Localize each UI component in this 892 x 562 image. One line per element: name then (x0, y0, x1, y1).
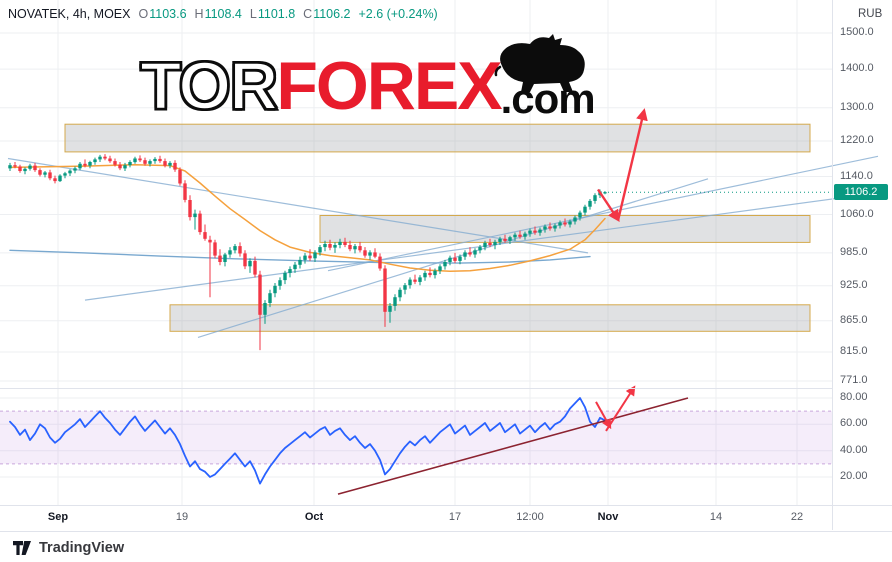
price-tick-label: 815.0 (840, 345, 868, 357)
tradingview-logo[interactable]: TradingView (12, 540, 124, 556)
time-tick-label: 12:00 (516, 511, 544, 523)
high-field: H 1108.4 (195, 7, 242, 21)
high-value: 1108.4 (204, 7, 242, 21)
change-value: +2.6 (+0.24%) (358, 7, 438, 21)
time-tick-label: 17 (448, 511, 462, 523)
close-field: C 1106.2 (303, 7, 350, 21)
last-price-badge: 1106.2 (834, 184, 888, 200)
close-value: 1106.2 (313, 7, 351, 21)
currency-label: RUB (858, 8, 883, 20)
footer-bar: TradingView (0, 531, 892, 562)
price-tick-label: 771.0 (840, 374, 868, 386)
watermark-tor: TOR (139, 48, 280, 124)
time-tick-label: 14 (709, 511, 723, 523)
price-tick-label: 1500.0 (840, 26, 874, 38)
symbol-title[interactable]: NOVATEK, 4h, MOEX (8, 7, 131, 21)
time-tick-label: Oct (304, 511, 324, 523)
watermark-logo: TOR FOREX .com (139, 48, 596, 124)
price-tick-label: 1220.0 (840, 134, 874, 146)
high-label: H (194, 7, 204, 21)
open-label: O (138, 7, 149, 21)
time-tick-label: 19 (175, 511, 189, 523)
time-tick-label: Nov (597, 511, 619, 523)
tradingview-label: TradingView (39, 539, 125, 556)
open-value: 1103.6 (149, 7, 187, 21)
close-label: C (303, 7, 313, 21)
watermark-com: .com (500, 75, 596, 122)
price-tick-label: 925.0 (840, 279, 868, 291)
watermark-forex: FOREX (276, 48, 502, 124)
indicator-tick-label: 40.00 (840, 444, 868, 456)
tradingview-icon (13, 540, 31, 555)
price-tick-label: 1140.0 (840, 170, 873, 182)
bull-icon (494, 34, 585, 92)
indicator-tick-label: 60.00 (840, 417, 868, 429)
price-tick-label: 865.0 (840, 314, 868, 326)
indicator-tick-label: 80.00 (840, 391, 868, 403)
time-tick-label: Sep (47, 511, 69, 523)
symbol-header: NOVATEK, 4h, MOEX O 1103.6 H 1108.4 L 1101.… (8, 7, 438, 21)
price-tick-label: 985.0 (840, 246, 868, 258)
time-axis[interactable]: Sep 19 Oct 17 12:00 Nov 14 22 (0, 505, 832, 531)
low-value: 1101.8 (257, 7, 296, 21)
indicator-tick-label: 20.00 (840, 470, 868, 482)
low-label: L (249, 7, 257, 21)
low-field: L 1101.8 (250, 7, 295, 21)
open-field: O 1103.6 (139, 7, 187, 21)
price-tick-label: 1060.0 (840, 208, 874, 220)
price-tick-label: 1400.0 (840, 62, 874, 74)
time-tick-label: 22 (790, 511, 804, 523)
price-tick-label: 1300.0 (840, 101, 874, 113)
price-axis[interactable]: 1500.0 1400.0 1300.0 1220.0 1140.0 1060.0 985.… (833, 0, 892, 505)
